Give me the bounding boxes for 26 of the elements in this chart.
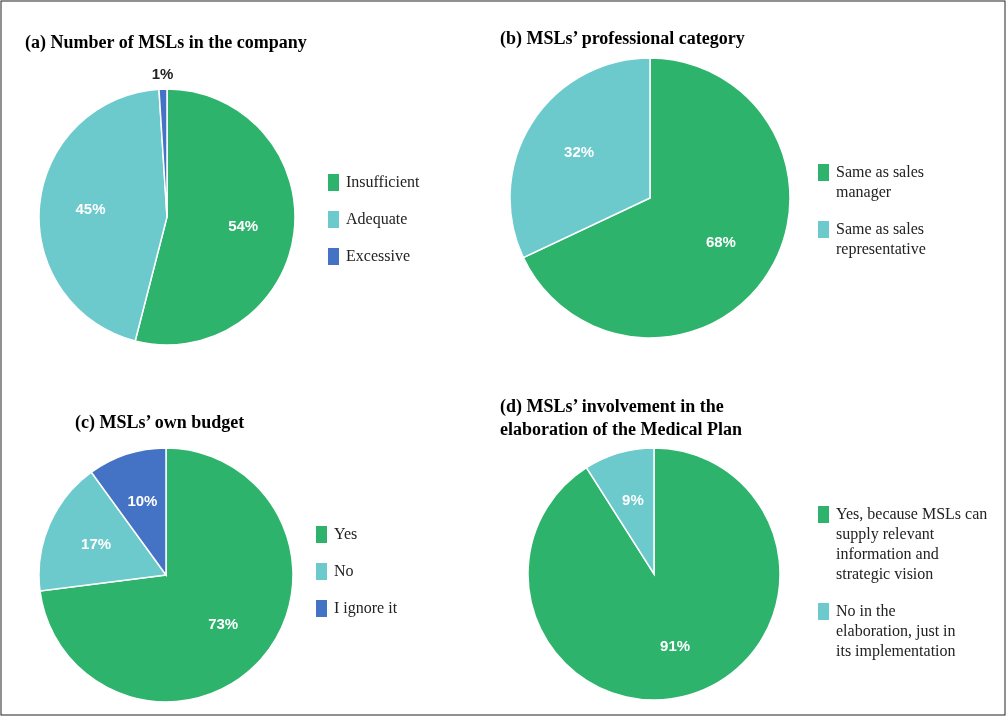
data-label: 45% <box>75 199 106 217</box>
legend-label: Yes <box>334 524 358 542</box>
data-label: 17% <box>81 534 112 552</box>
legend-label: Excessive <box>346 246 410 264</box>
chart-title: (d) MSLs’ involvement in the elaboration of the Medical Plan <box>500 396 742 439</box>
data-label: 9% <box>622 491 644 509</box>
chart-title: (a) Number of MSLs in the company <box>25 32 307 53</box>
legend-label: No in the elaboration, just in its implementation <box>836 601 956 660</box>
data-label: 91% <box>660 636 691 654</box>
pie-slice <box>39 447 294 703</box>
data-label: 54% <box>228 216 259 234</box>
data-label: 68% <box>705 232 736 250</box>
legend-label: Same as sales manager <box>836 162 924 201</box>
legend-label: No <box>334 561 354 579</box>
pie-slice <box>527 447 781 701</box>
chart-title: (b) MSLs’ professional category <box>500 28 745 49</box>
legend-label: Yes, because MSLs can supply relevant information and strategic vision <box>836 504 988 583</box>
data-label: 32% <box>564 142 595 160</box>
legend-label: I ignore it <box>334 598 398 617</box>
data-label: 1% <box>151 65 174 83</box>
chart-title: (c) MSLs’ own budget <box>75 412 245 433</box>
data-label: 10% <box>127 492 158 510</box>
legend-label: Adequate <box>346 209 408 228</box>
legend-label: Insufficient <box>346 172 421 190</box>
legend-label: Same as sales representative <box>836 219 926 258</box>
data-label: 73% <box>208 615 239 633</box>
